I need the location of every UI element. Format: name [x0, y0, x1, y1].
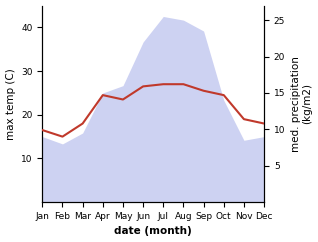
X-axis label: date (month): date (month): [114, 227, 192, 236]
Y-axis label: max temp (C): max temp (C): [5, 68, 16, 140]
Y-axis label: med. precipitation
(kg/m2): med. precipitation (kg/m2): [291, 56, 313, 152]
